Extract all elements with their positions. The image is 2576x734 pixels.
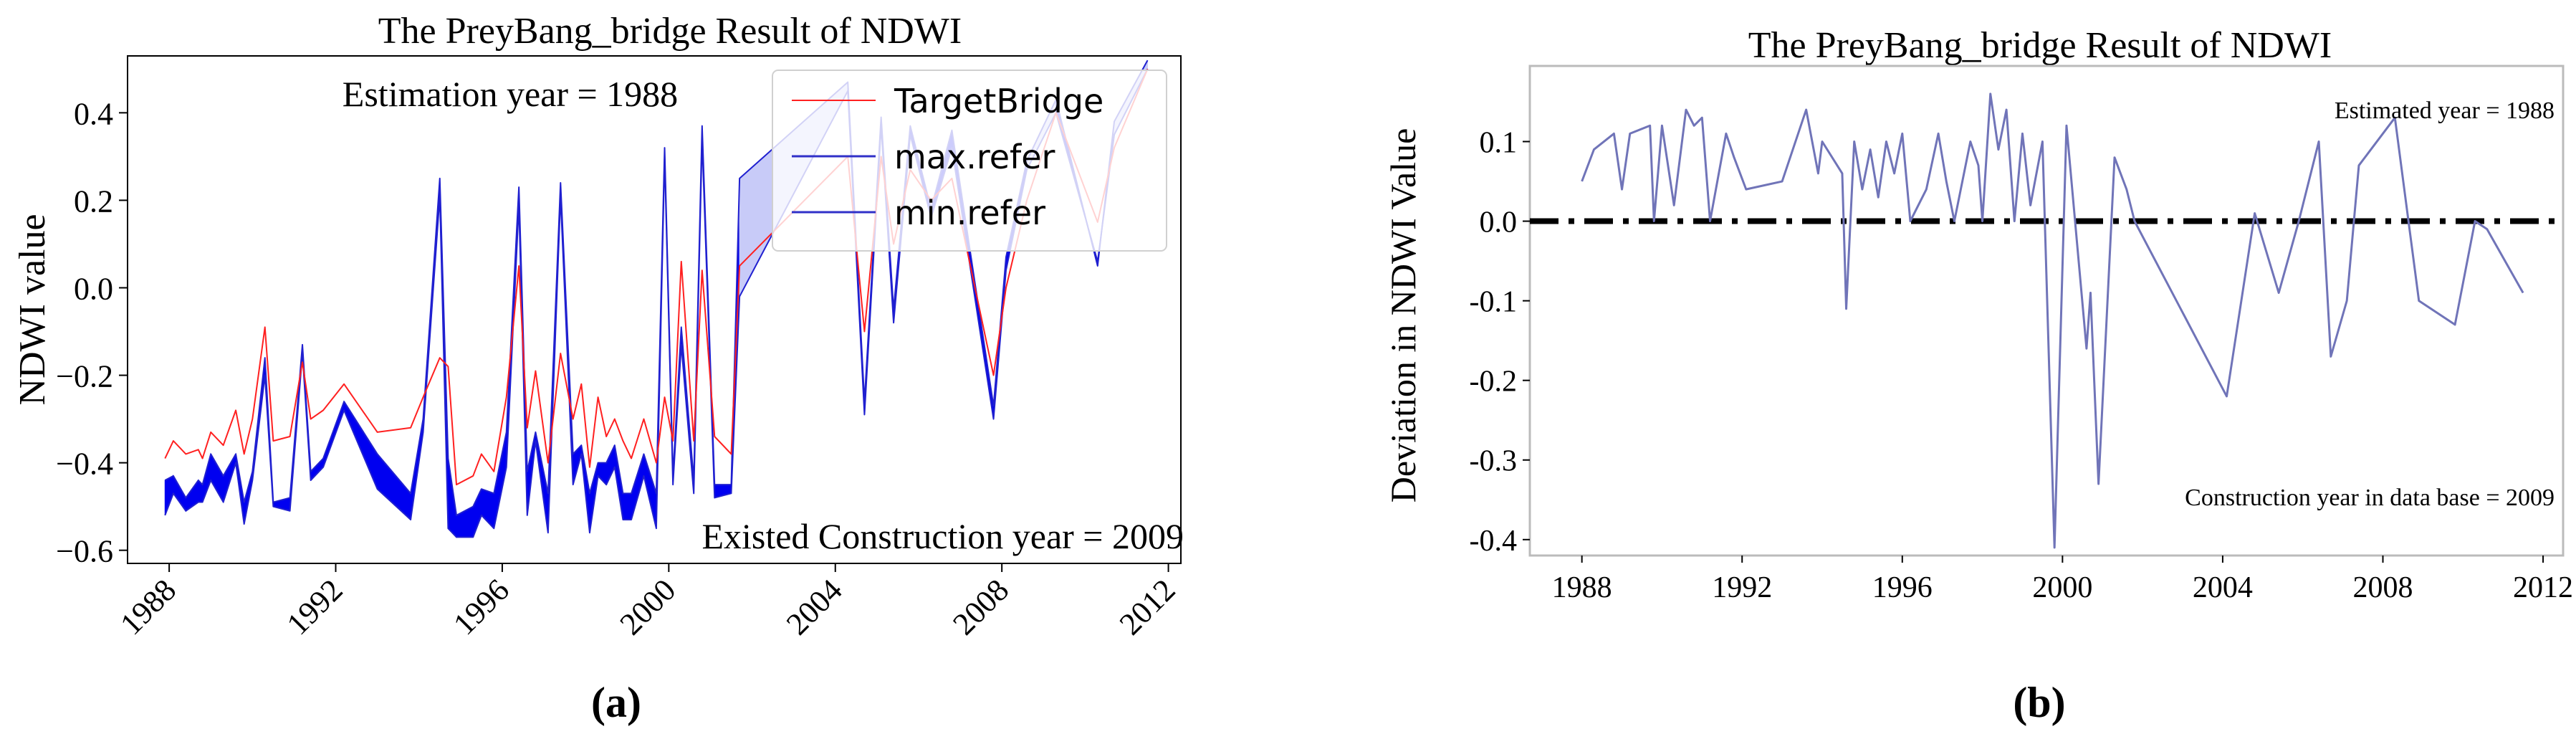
panel-a-ytick-label: −0.2 — [56, 359, 113, 394]
panel-b-xtick-label: 2004 — [2193, 571, 2253, 604]
panel-a-xtick-label: 1996 — [446, 572, 516, 642]
panel-b-axes-frame — [1528, 65, 2565, 557]
panel-b-ytick-label: -0.2 — [1470, 366, 1518, 399]
panel-a-chart: The PreyBang_bridge Result of NDWI −0.6−… — [12, 11, 1184, 726]
panel-b-ytick-label: -0.1 — [1470, 286, 1518, 319]
panel-a-y-axis-label: NDWI value — [12, 214, 53, 405]
panel-a-y-ticks: −0.6 −0.4 −0.2 0.0 0.2 0.4 — [56, 96, 128, 569]
panel-b-ytick-label: -0.4 — [1470, 525, 1518, 558]
panel-b-ytick-label: -0.3 — [1470, 445, 1518, 478]
band-segment-5 — [210, 452, 224, 504]
panel-a-xtick-label: 2004 — [780, 572, 849, 642]
panel-a-caption: (a) — [591, 679, 641, 726]
panel-a-xtick-label: 1992 — [280, 572, 350, 642]
panel-b-ytick-label: 0.1 — [1480, 127, 1518, 160]
panel-b-y-ticks: -0.4 -0.3 -0.2 -0.1 0.0 0.1 — [1470, 127, 1530, 558]
panel-a-legend: TargetBridge max.refer min.refer — [772, 70, 1167, 252]
panel-b-xtick-label: 1992 — [1712, 571, 1772, 604]
series-deviation-line — [1581, 92, 2524, 549]
panel-b-xtick-label: 1988 — [1552, 571, 1612, 604]
panel-b-x-ticks: 1988 1992 1996 2000 2004 2008 2012 — [1552, 556, 2573, 604]
panel-a-xtick-label: 1988 — [113, 572, 183, 642]
band-segment-38 — [622, 492, 632, 520]
panel-b-annotation-construction-year: Construction year in data base = 2009 — [2185, 485, 2555, 511]
legend-label-targetbridge: TargetBridge — [894, 82, 1103, 120]
band-segment-35 — [598, 462, 607, 486]
panel-a-ytick-label: −0.4 — [56, 447, 113, 482]
panel-a-annotation-construction-year: Existed Construction year = 2009 — [702, 516, 1184, 556]
panel-b-caption: (b) — [2013, 679, 2065, 726]
panel-b-ytick-label: 0.0 — [1480, 206, 1518, 239]
panel-b-xtick-label: 2000 — [2032, 571, 2092, 604]
panel-b-title: The PreyBang_bridge Result of NDWI — [1748, 25, 2332, 66]
panel-a-xtick-label: 2000 — [613, 572, 683, 642]
panel-b-annotation-estimated-year: Estimated year = 1988 — [2335, 97, 2555, 124]
panel-a-xtick-label: 2012 — [1113, 572, 1182, 642]
band-segment-40 — [643, 454, 657, 529]
panel-b-xtick-label: 1996 — [1872, 571, 1933, 604]
panel-b-xtick-label: 2012 — [2513, 571, 2573, 604]
panel-a-legend-box — [772, 70, 1167, 252]
panel-a-ytick-label: 0.0 — [74, 271, 113, 306]
legend-label-min-refer: min.refer — [894, 194, 1045, 232]
panel-a-title: The PreyBang_bridge Result of NDWI — [378, 11, 962, 52]
panel-a-axes-frame — [127, 55, 1182, 564]
panel-b-line-layer — [1581, 92, 2524, 549]
panel-b-chart: The PreyBang_bridge Result of NDWI -0.4-… — [1383, 25, 2573, 726]
band-segment-36 — [605, 444, 616, 485]
band-segment-25 — [493, 432, 507, 529]
panel-a-x-ticks: 1988 1992 1996 2000 2004 2008 2012 — [113, 563, 1182, 642]
panel-a-ytick-label: 0.2 — [74, 184, 113, 219]
panel-b-xtick-label: 2008 — [2352, 571, 2413, 604]
panel-a-ytick-label: −0.6 — [56, 534, 113, 569]
legend-label-max-refer: max.refer — [894, 138, 1055, 176]
panel-a-annotation-estimation-year: Estimation year = 1988 — [343, 74, 678, 114]
panel-a-xtick-label: 2008 — [946, 572, 1015, 642]
panel-b-y-axis-label: Deviation in NDWI Value — [1383, 128, 1423, 503]
panel-a-ytick-label: 0.4 — [74, 96, 113, 131]
